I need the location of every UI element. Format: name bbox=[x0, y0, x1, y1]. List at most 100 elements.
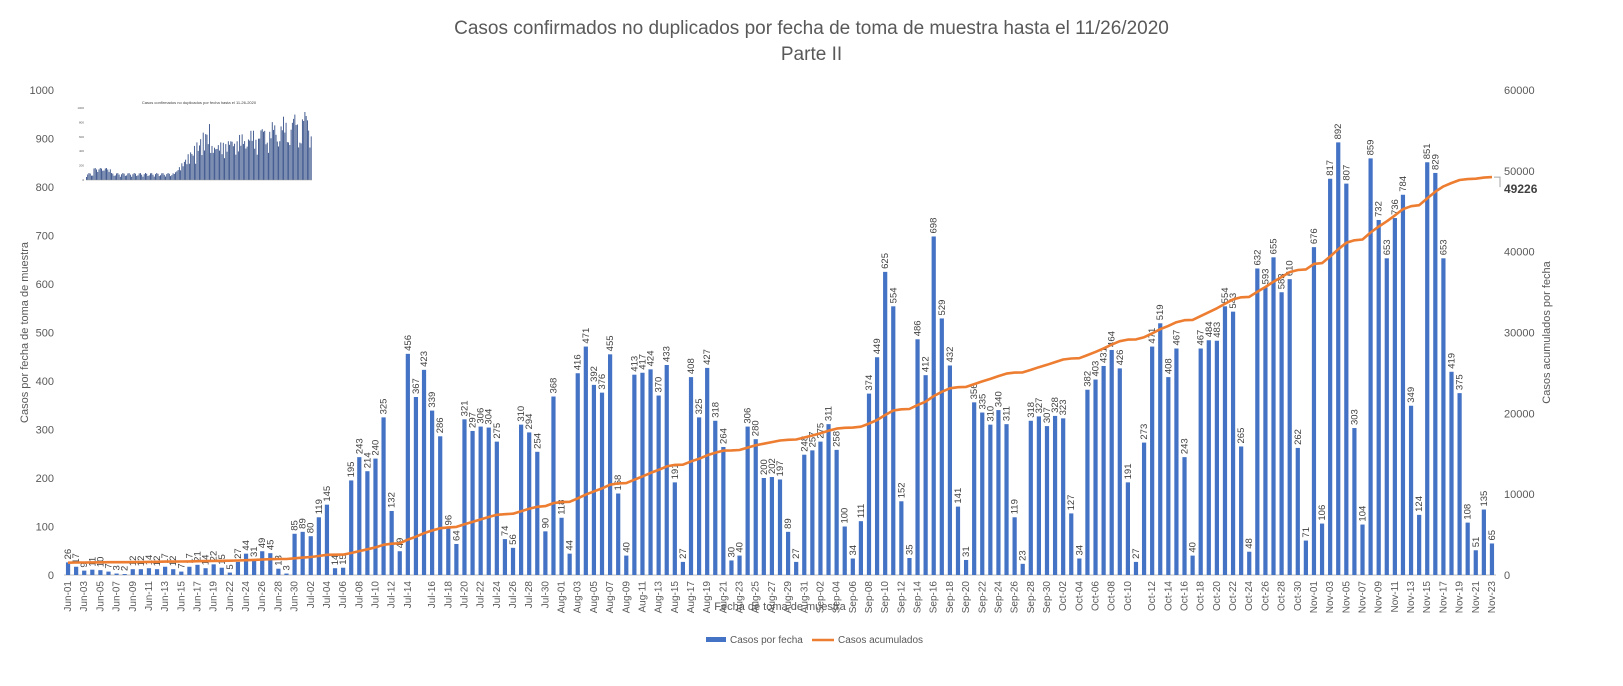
x-tick-label: Jul-02 bbox=[306, 581, 317, 609]
inset-bar bbox=[167, 173, 169, 180]
bar bbox=[510, 547, 516, 575]
bar bbox=[1392, 218, 1397, 576]
inset-bar bbox=[112, 173, 114, 180]
bar bbox=[486, 427, 491, 575]
bar-data-label: 318 bbox=[1026, 402, 1037, 418]
inset-bar bbox=[271, 122, 273, 180]
inset-bar bbox=[212, 152, 214, 180]
inset-bar bbox=[270, 138, 272, 180]
bar-data-label: 89 bbox=[298, 518, 309, 529]
inset-title: Casos confirmados no duplicados por fech… bbox=[142, 100, 257, 105]
legend-swatch-bars bbox=[706, 637, 726, 642]
inset-bar bbox=[240, 145, 242, 180]
bar bbox=[858, 521, 864, 575]
bar-data-label: 655 bbox=[1269, 238, 1280, 254]
inset-bar bbox=[283, 116, 285, 180]
bar bbox=[1077, 558, 1082, 575]
inset-bar bbox=[132, 174, 134, 180]
inset-bar bbox=[216, 148, 218, 180]
bar-data-label: 31 bbox=[961, 546, 972, 557]
inset-bar bbox=[151, 173, 153, 180]
bar-data-label: 100 bbox=[840, 508, 851, 524]
bar bbox=[737, 555, 742, 575]
bar bbox=[1449, 371, 1454, 575]
inset-bar bbox=[178, 167, 180, 180]
bar bbox=[454, 543, 459, 575]
x-tick-label: Sep-12 bbox=[896, 581, 907, 614]
bar-data-label: 27 bbox=[233, 548, 244, 559]
bar-data-label: 892 bbox=[1333, 124, 1344, 140]
x-tick-label: Jun-22 bbox=[225, 581, 236, 612]
bar bbox=[308, 536, 313, 575]
bar bbox=[470, 430, 475, 575]
inset-bar bbox=[201, 155, 203, 180]
inset-bar bbox=[108, 171, 110, 180]
x-tick-label: Nov-21 bbox=[1471, 581, 1482, 614]
bar-data-label: 433 bbox=[662, 346, 673, 362]
inset-bar bbox=[153, 176, 155, 180]
bar-data-label: 71 bbox=[1301, 527, 1312, 538]
bar bbox=[260, 551, 265, 575]
bar-data-label: 403 bbox=[1091, 361, 1102, 377]
bar bbox=[146, 568, 152, 575]
bar-data-label: 340 bbox=[993, 391, 1004, 407]
bar bbox=[810, 450, 815, 575]
bar-data-label: 376 bbox=[597, 374, 608, 390]
bar bbox=[1028, 420, 1033, 575]
bar-data-label: 432 bbox=[945, 347, 956, 363]
bar-data-label: 294 bbox=[524, 414, 535, 430]
bar bbox=[842, 526, 847, 575]
bar-data-label: 676 bbox=[1309, 228, 1320, 244]
inset-bar bbox=[129, 174, 131, 180]
x-tick-label: Oct-02 bbox=[1058, 581, 1069, 611]
inset-bar bbox=[113, 175, 115, 180]
y-left-tick-label: 1000 bbox=[30, 85, 54, 97]
inset-bar bbox=[86, 177, 87, 180]
inset-bar bbox=[259, 138, 261, 180]
inset-y-tick-label: 1000 bbox=[77, 106, 84, 110]
bar bbox=[1085, 389, 1090, 575]
inset-bar bbox=[260, 130, 262, 180]
bar-data-label: 374 bbox=[864, 375, 875, 391]
bar-data-label: 483 bbox=[1212, 322, 1223, 338]
inset-bar bbox=[304, 112, 306, 180]
bar bbox=[1214, 340, 1219, 575]
y-right-tick-label: 0 bbox=[1504, 570, 1510, 582]
bar bbox=[1109, 349, 1114, 575]
x-tick-label: Jun-19 bbox=[209, 581, 220, 612]
inset-bar bbox=[275, 134, 277, 180]
inset-bar bbox=[98, 169, 100, 180]
inset-bar bbox=[177, 170, 179, 180]
inset-bar bbox=[163, 174, 165, 180]
bar bbox=[1328, 178, 1333, 575]
bar-data-label: 40 bbox=[735, 542, 746, 553]
x-tick-label: Oct-16 bbox=[1180, 581, 1191, 611]
bar-data-label: 17 bbox=[160, 553, 171, 564]
bar bbox=[1425, 162, 1430, 575]
x-tick-label: Jul-10 bbox=[370, 581, 381, 609]
x-tick-label: Sep-20 bbox=[961, 581, 972, 614]
bar bbox=[1044, 426, 1050, 575]
bar-data-label: 632 bbox=[1252, 250, 1263, 266]
inset-bar bbox=[300, 143, 302, 180]
bar bbox=[195, 564, 200, 575]
x-tick-label: Jul-24 bbox=[492, 581, 503, 609]
bar-data-label: 31 bbox=[249, 546, 260, 557]
x-tick-label: Jul-06 bbox=[338, 581, 349, 609]
bar bbox=[761, 478, 766, 575]
bar bbox=[680, 561, 686, 575]
inset-bar bbox=[242, 143, 244, 180]
bar bbox=[1239, 446, 1244, 575]
inset-bar bbox=[150, 173, 151, 180]
inset-bar bbox=[299, 142, 301, 180]
bar bbox=[664, 364, 669, 575]
y-left-tick-label: 600 bbox=[36, 279, 54, 291]
x-tick-label: Sep-08 bbox=[864, 581, 875, 614]
bar bbox=[1489, 543, 1495, 575]
x-tick-label: Jul-22 bbox=[476, 581, 487, 609]
inset-bar bbox=[122, 173, 124, 180]
bar bbox=[1222, 306, 1228, 575]
bar bbox=[656, 395, 661, 575]
bar bbox=[963, 559, 969, 575]
bar bbox=[1182, 457, 1187, 575]
